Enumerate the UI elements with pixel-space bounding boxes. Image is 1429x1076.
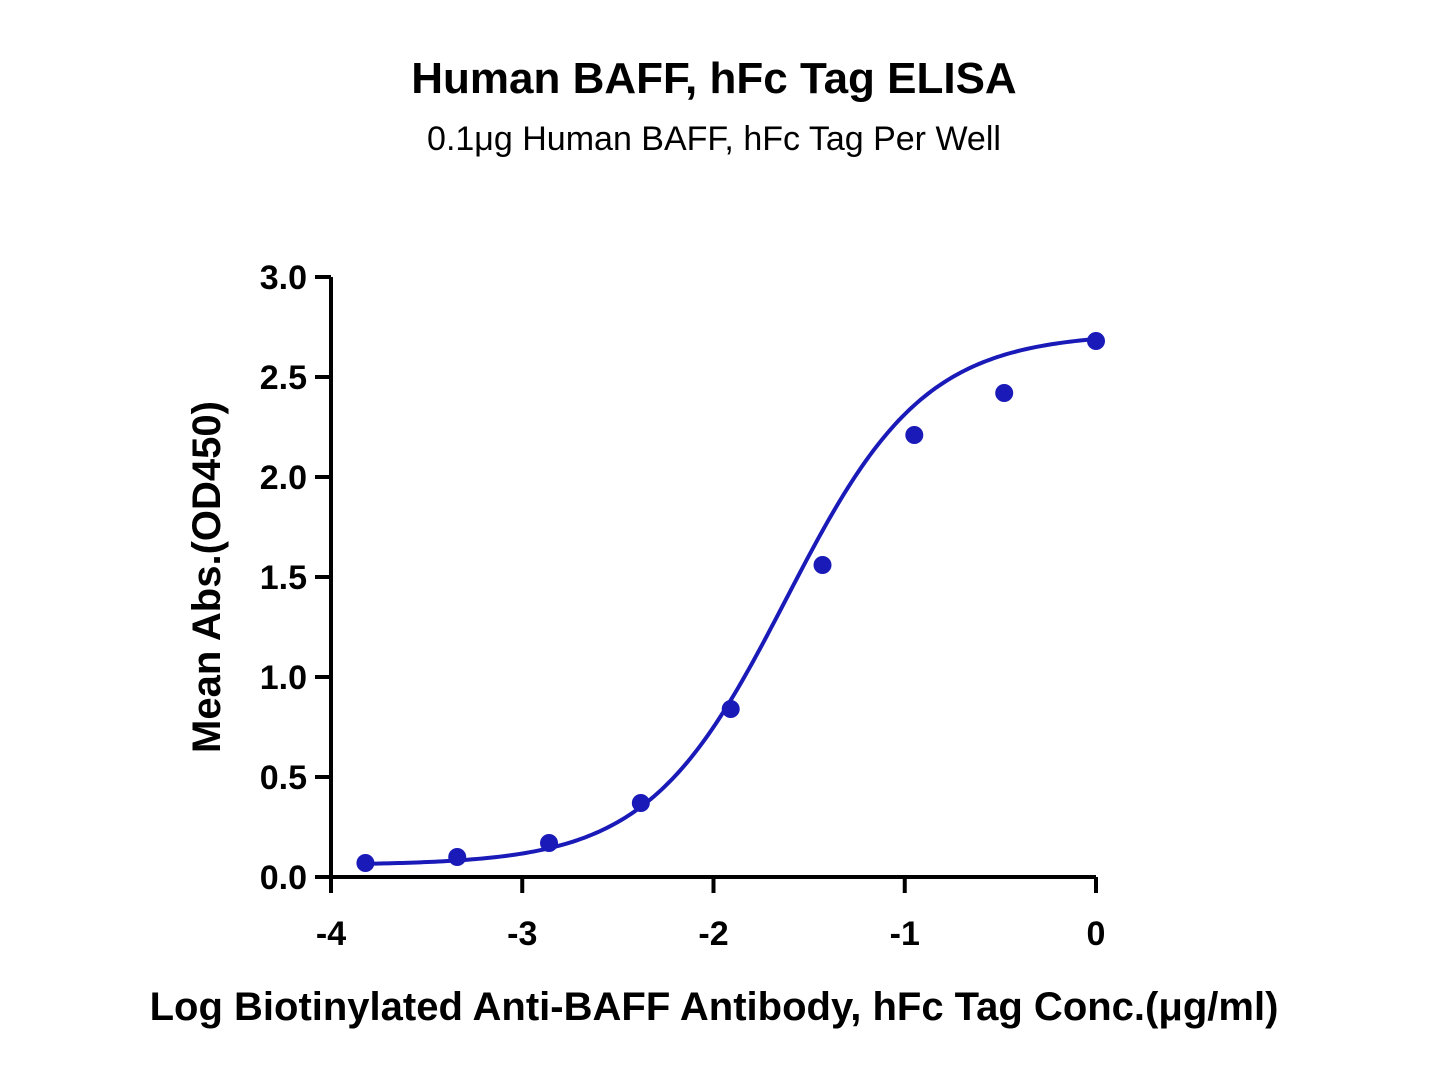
y-axis-label: Mean Abs.(OD450) xyxy=(185,401,229,753)
x-axis-label: Log Biotinylated Anti-BAFF Antibody, hFc… xyxy=(150,985,1279,1029)
data-point xyxy=(721,700,740,718)
data-point xyxy=(356,854,375,872)
y-tick-label: 1.5 xyxy=(260,559,307,597)
x-tick-label: -2 xyxy=(698,915,728,953)
fit-curve xyxy=(365,336,1097,866)
chart-title: Human BAFF, hFc Tag ELISA xyxy=(411,54,1016,103)
data-point xyxy=(905,426,924,444)
x-tick-label: -4 xyxy=(316,915,346,953)
x-tick-label: -3 xyxy=(507,915,537,953)
y-tick-label: 0.5 xyxy=(260,759,307,797)
y-tick-label: 2.0 xyxy=(260,459,307,497)
y-axis: 0.0 0.5 1.0 1.5 2.0 2.5 3.0 xyxy=(260,259,333,897)
chart-subtitle: 0.1μg Human BAFF, hFc Tag Per Well xyxy=(427,120,1001,158)
x-axis: -4 -3 -2 -1 0 xyxy=(316,875,1106,953)
fit-curve-layer xyxy=(365,336,1097,866)
y-tick-label: 2.5 xyxy=(260,359,307,397)
data-point xyxy=(448,848,467,866)
data-point xyxy=(995,384,1014,402)
data-point xyxy=(813,556,832,574)
y-tick-label: 3.0 xyxy=(260,259,307,297)
x-tick-label: 0 xyxy=(1087,915,1106,953)
y-tick-label: 0.0 xyxy=(260,859,307,897)
x-tick-label: -1 xyxy=(890,915,920,953)
data-point xyxy=(631,794,650,812)
data-points-layer xyxy=(356,332,1105,872)
data-point xyxy=(540,834,559,852)
y-tick-label: 1.0 xyxy=(260,659,307,697)
data-point xyxy=(1087,332,1105,350)
plot-area: -4 -3 -2 -1 0 0.0 0.5 1.0 1.5 2.0 2.5 3.0 xyxy=(260,259,1106,953)
